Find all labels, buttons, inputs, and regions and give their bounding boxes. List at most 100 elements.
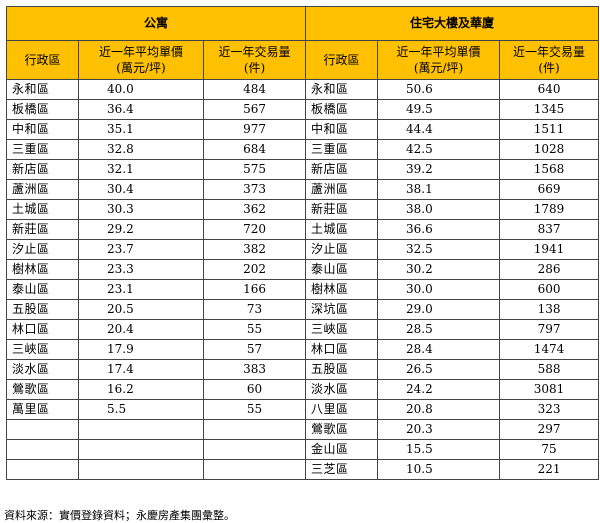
header-avg-price-line2: (萬元/坪) — [413, 61, 464, 75]
table-row: 樹林區 23.3 202 泰山區 30.2 286 — [6, 259, 600, 280]
apartment-district-cell: 三重區 — [6, 139, 79, 160]
table-row: 鶯歌區 16.2 60 淡水區 24.2 3081 — [6, 379, 600, 400]
residential-district-cell: 新莊區 — [305, 199, 379, 220]
residential-volume-cell: 600 — [499, 279, 600, 300]
apartment-price-cell: 29.2 — [78, 219, 204, 240]
residential-volume-cell: 1511 — [499, 119, 600, 140]
apartment-volume-cell: 60 — [202, 379, 307, 400]
header-volume: 近一年交易量 (件) — [202, 40, 307, 80]
residential-price-cell: 28.5 — [377, 319, 501, 340]
apartment-district-cell: 汐止區 — [6, 239, 79, 260]
table-row: 新店區 32.1 575 新店區 39.2 1568 — [6, 159, 600, 180]
apartment-volume-cell — [202, 459, 307, 480]
apartment-volume-cell: 55 — [202, 319, 307, 340]
apartment-price-cell: 30.3 — [78, 199, 204, 220]
table-row: 三峽區 17.9 57 林口區 28.4 1474 — [6, 339, 600, 360]
residential-price-cell: 38.1 — [377, 179, 501, 200]
header-volume: 近一年交易量 (件) — [499, 40, 600, 80]
residential-district-cell: 板橋區 — [305, 99, 379, 120]
residential-district-cell: 林口區 — [305, 339, 379, 360]
apartment-price-cell: 23.7 — [78, 239, 204, 260]
apartment-volume-cell — [202, 419, 307, 440]
header-avg-price-line1: 近一年平均單價 — [98, 45, 183, 59]
apartment-price-cell: 23.1 — [78, 279, 204, 300]
residential-volume-cell: 286 — [499, 259, 600, 280]
apartment-district-cell: 林口區 — [6, 319, 79, 340]
header-avg-price: 近一年平均單價 (萬元/坪) — [377, 40, 501, 80]
residential-volume-cell: 221 — [499, 459, 600, 480]
residential-volume-cell: 75 — [499, 439, 600, 460]
apartment-price-cell: 35.1 — [78, 119, 204, 140]
apartment-district-cell: 五股區 — [6, 299, 79, 320]
residential-volume-cell: 138 — [499, 299, 600, 320]
residential-district-cell: 樹林區 — [305, 279, 379, 300]
residential-district-cell: 鶯歌區 — [305, 419, 379, 440]
apartment-price-cell: 20.5 — [78, 299, 204, 320]
residential-volume-cell: 297 — [499, 419, 600, 440]
table-row: 萬里區 5.5 55 八里區 20.8 323 — [6, 399, 600, 420]
apartment-price-cell: 32.8 — [78, 139, 204, 160]
residential-district-cell: 土城區 — [305, 219, 379, 240]
apartment-price-cell: 30.4 — [78, 179, 204, 200]
apartment-volume-cell: 720 — [202, 219, 307, 240]
apartment-district-cell: 板橋區 — [6, 99, 79, 120]
residential-district-cell: 深坑區 — [305, 299, 379, 320]
residential-district-cell: 淡水區 — [305, 379, 379, 400]
residential-volume-cell: 323 — [499, 399, 600, 420]
apartment-price-cell: 16.2 — [78, 379, 204, 400]
table-row: 板橋區 36.4 567 板橋區 49.5 1345 — [6, 99, 600, 120]
header-district: 行政區 — [305, 40, 379, 80]
residential-district-cell: 三重區 — [305, 139, 379, 160]
residential-district-cell: 新店區 — [305, 159, 379, 180]
apartment-district-cell: 鶯歌區 — [6, 379, 79, 400]
apartment-price-cell: 32.1 — [78, 159, 204, 180]
header-avg-price-line1: 近一年平均單價 — [396, 45, 481, 59]
residential-volume-cell: 1474 — [499, 339, 600, 360]
table-row: 新莊區 29.2 720 土城區 36.6 837 — [6, 219, 600, 240]
apartment-price-cell: 17.9 — [78, 339, 204, 360]
residential-district-cell: 永和區 — [305, 79, 379, 100]
apartment-volume-cell: 362 — [202, 199, 307, 220]
residential-price-cell: 42.5 — [377, 139, 501, 160]
residential-volume-cell: 1568 — [499, 159, 600, 180]
apartment-volume-cell: 977 — [202, 119, 307, 140]
residential-volume-cell: 1941 — [499, 239, 600, 260]
table-row: 三重區 32.8 684 三重區 42.5 1028 — [6, 139, 600, 160]
residential-volume-cell: 1789 — [499, 199, 600, 220]
header-volume-line1: 近一年交易量 — [218, 45, 291, 59]
residential-district-cell: 泰山區 — [305, 259, 379, 280]
apartment-district-cell: 蘆洲區 — [6, 179, 79, 200]
header-avg-price-line2: (萬元/坪) — [116, 61, 166, 75]
header-volume-line2: (件) — [538, 61, 560, 75]
apartment-district-cell: 中和區 — [6, 119, 79, 140]
residential-volume-cell: 3081 — [499, 379, 600, 400]
apartment-volume-cell: 73 — [202, 299, 307, 320]
residential-price-cell: 24.2 — [377, 379, 501, 400]
apartment-volume-cell: 202 — [202, 259, 307, 280]
residential-price-cell: 49.5 — [377, 99, 501, 120]
apartment-price-cell: 40.0 — [78, 79, 204, 100]
column-header-row: 行政區 近一年平均單價 (萬元/坪) 近一年交易量 (件) 行政區 近一年平均單價 (… — [6, 40, 600, 80]
residential-price-cell: 10.5 — [377, 459, 501, 480]
group-header-row: 公寓 住宅大樓及華廈 — [5, 6, 600, 41]
apartment-volume-cell: 567 — [202, 99, 307, 120]
table-row: 五股區 20.5 73 深坑區 29.0 138 — [6, 299, 600, 320]
residential-volume-cell: 669 — [499, 179, 600, 200]
residential-district-cell: 三芝區 — [305, 459, 379, 480]
residential-volume-cell: 1345 — [499, 99, 600, 120]
price-volume-table: 公寓 住宅大樓及華廈 行政區 近一年平均單價 (萬元/坪) 近一年交易量 (件) 行… — [5, 6, 600, 480]
table-row: 淡水區 17.4 383 五股區 26.5 588 — [6, 359, 600, 380]
apartment-district-cell — [6, 459, 79, 480]
apartment-district-cell: 三峽區 — [6, 339, 79, 360]
apartment-price-cell: 5.5 — [78, 399, 204, 420]
residential-volume-cell: 837 — [499, 219, 600, 240]
table-row: 三芝區 10.5 221 — [6, 459, 600, 480]
residential-price-cell: 28.4 — [377, 339, 501, 360]
group-header-apartment: 公寓 — [5, 6, 307, 41]
residential-volume-cell: 588 — [499, 359, 600, 380]
apartment-volume-cell: 383 — [202, 359, 307, 380]
header-volume-line2: (件) — [243, 61, 266, 75]
residential-volume-cell: 797 — [499, 319, 600, 340]
apartment-district-cell: 淡水區 — [6, 359, 79, 380]
residential-price-cell: 44.4 — [377, 119, 501, 140]
